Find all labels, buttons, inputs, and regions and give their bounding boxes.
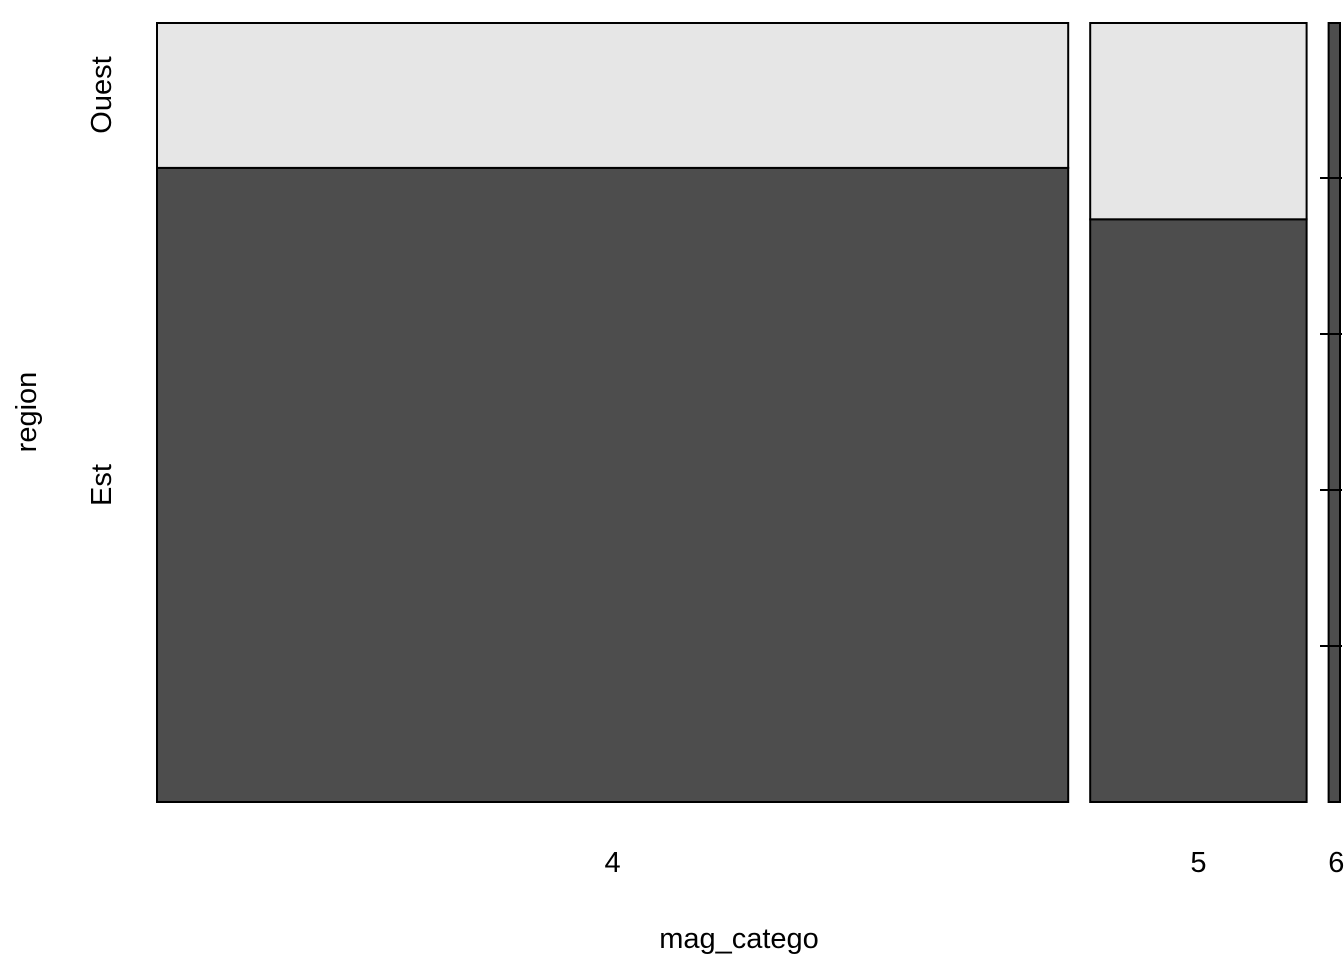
tile-5-ouest bbox=[1089, 22, 1308, 221]
mosaic-tiles bbox=[156, 22, 1342, 804]
tile-4-est bbox=[156, 166, 1070, 804]
x-axis-label: mag_catego bbox=[659, 923, 819, 955]
x-tick-labels: 4 5 6 bbox=[605, 847, 1344, 879]
x-tick-label-5: 5 bbox=[1190, 847, 1206, 879]
y-tick-label-est: Est bbox=[86, 464, 118, 506]
tile-5-est bbox=[1089, 218, 1308, 804]
x-tick-label-4: 4 bbox=[605, 847, 621, 879]
y-tick-labels: Est Ouest bbox=[86, 56, 118, 506]
y-axis-label: region bbox=[11, 372, 43, 453]
tile-4-ouest bbox=[156, 22, 1070, 169]
x-tick-label-6: 6 bbox=[1328, 847, 1344, 879]
tile-6-est bbox=[1327, 22, 1341, 803]
y-tick-label-ouest: Ouest bbox=[86, 56, 118, 133]
